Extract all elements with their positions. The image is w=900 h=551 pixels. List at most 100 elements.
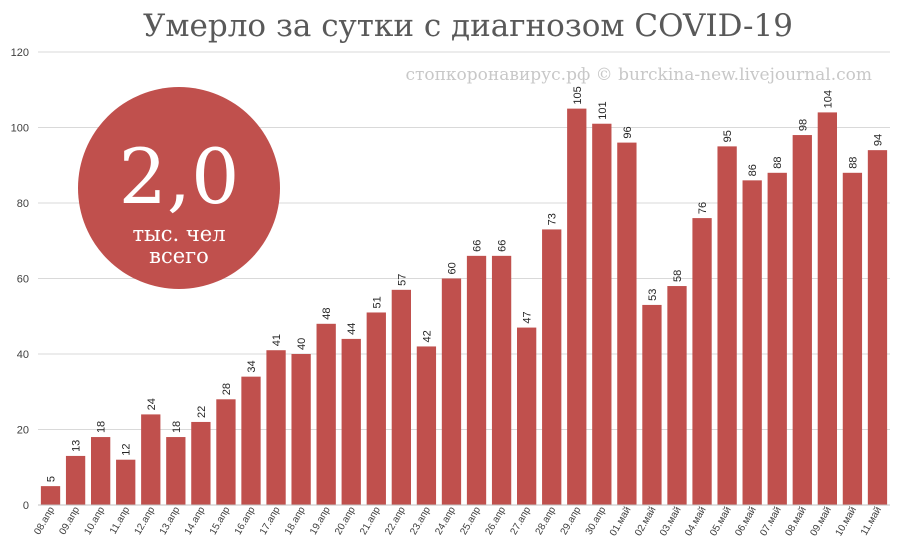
- bar: [542, 229, 562, 506]
- total-badge-value: 2,0: [119, 132, 240, 221]
- data-label: 88: [847, 157, 859, 169]
- data-label: 12: [121, 443, 133, 455]
- x-tick-label: 10.апр: [82, 505, 107, 537]
- bar: [441, 278, 462, 505]
- y-tick-label: 100: [11, 123, 29, 135]
- bar: [216, 399, 236, 505]
- bar: [141, 414, 161, 505]
- x-tick-label: 09.апр: [57, 505, 82, 537]
- total-badge-circle: [78, 87, 280, 289]
- x-tick-label: 05.май: [708, 505, 733, 538]
- total-badge: 2,0 тыс. чел всего: [78, 87, 280, 289]
- x-tick-label: 26.апр: [483, 505, 508, 537]
- data-label: 66: [497, 240, 509, 252]
- data-label: 88: [772, 157, 784, 169]
- bar: [842, 172, 863, 506]
- x-tick-label: 17.апр: [258, 505, 283, 537]
- data-label: 86: [747, 164, 759, 176]
- bar: [366, 312, 386, 505]
- bar: [767, 172, 787, 506]
- bar: [817, 112, 838, 506]
- x-axis-ticks: 08.апр 09.апр 10.апр 11.апр 12.апр 13.апр 14.а…: [32, 505, 884, 539]
- y-tick-label: 20: [17, 425, 29, 437]
- bar: [642, 304, 662, 505]
- y-tick-label: 0: [23, 500, 29, 512]
- x-tick-label: 08.май: [783, 505, 808, 538]
- data-label: 105: [572, 86, 584, 104]
- x-tick-label: 21.апр: [358, 505, 383, 537]
- data-label: 48: [321, 308, 333, 320]
- x-tick-label: 16.апр: [233, 505, 258, 537]
- x-tick-label: 28.апр: [534, 505, 559, 537]
- data-label: 98: [797, 119, 809, 131]
- data-label: 66: [472, 240, 484, 252]
- bar: [567, 108, 587, 505]
- data-label: 24: [146, 398, 158, 410]
- data-labels: 5 13 18 12 24 18 22 28 34 41 40 48 44 51 57 42 60 66 66 47 7…: [46, 86, 885, 482]
- data-label: 51: [371, 296, 383, 308]
- bar: [341, 338, 361, 505]
- y-tick-label: 120: [11, 47, 29, 59]
- x-tick-label: 02.май: [633, 505, 658, 538]
- x-tick-label: 27.апр: [508, 505, 533, 537]
- bar: [291, 354, 311, 505]
- bar: [717, 146, 737, 505]
- x-tick-label: 06.май: [733, 505, 758, 538]
- watermark: стопкоронавирус.рф © burckina-new.livejo…: [405, 65, 872, 85]
- x-tick-label: 13.апр: [158, 505, 183, 537]
- bar: [90, 437, 111, 505]
- y-axis-ticks: 0 20 40 60 80 100 120: [11, 47, 29, 512]
- bar: [266, 350, 286, 505]
- x-tick-label: 11.май: [859, 505, 884, 538]
- data-label: 60: [446, 262, 458, 274]
- data-label: 22: [196, 406, 208, 418]
- data-label: 104: [822, 90, 834, 108]
- bar: [466, 255, 487, 505]
- x-tick-label: 09.май: [808, 505, 833, 538]
- bar: [592, 123, 612, 505]
- bar: [241, 376, 261, 505]
- data-label: 13: [71, 440, 83, 452]
- y-tick-label: 80: [17, 198, 29, 210]
- data-label: 18: [96, 421, 108, 433]
- data-label: 34: [246, 360, 258, 372]
- data-label: 41: [271, 334, 283, 346]
- bar: [65, 455, 86, 505]
- x-tick-label: 10.май: [834, 505, 859, 538]
- bar: [692, 218, 712, 505]
- data-label: 96: [622, 126, 634, 138]
- x-tick-label: 25.апр: [458, 505, 483, 537]
- total-badge-caption: всего: [149, 244, 209, 268]
- x-tick-label: 03.май: [658, 505, 683, 538]
- data-label: 101: [597, 101, 609, 119]
- x-tick-label: 12.апр: [133, 505, 158, 537]
- data-label: 47: [522, 311, 534, 323]
- chart-title: Умерло за сутки с диагнозом COVID-19: [143, 8, 793, 44]
- data-label: 18: [171, 421, 183, 433]
- bar: [742, 180, 762, 505]
- bar: [316, 323, 336, 505]
- total-badge-unit: тыс. чел: [132, 222, 225, 246]
- bar: [792, 135, 812, 506]
- data-label: 57: [396, 274, 408, 286]
- data-label: 44: [346, 323, 358, 335]
- x-tick-label: 04.май: [683, 505, 708, 538]
- data-label: 28: [221, 383, 233, 395]
- x-tick-label: 30.апр: [584, 505, 609, 537]
- x-tick-label: 15.апр: [208, 505, 233, 537]
- bar: [617, 142, 637, 505]
- bar: [516, 327, 537, 505]
- bar: [116, 459, 136, 505]
- x-tick-label: 29.апр: [559, 505, 584, 537]
- x-tick-label: 22.апр: [383, 505, 408, 537]
- x-tick-label: 01.май: [608, 505, 633, 538]
- x-tick-label: 14.апр: [183, 505, 208, 537]
- bar: [491, 255, 512, 505]
- x-tick-label: 19.апр: [308, 505, 333, 537]
- bar: [667, 286, 687, 505]
- bar: [416, 346, 437, 505]
- data-label: 94: [872, 134, 884, 146]
- bar: [191, 421, 211, 505]
